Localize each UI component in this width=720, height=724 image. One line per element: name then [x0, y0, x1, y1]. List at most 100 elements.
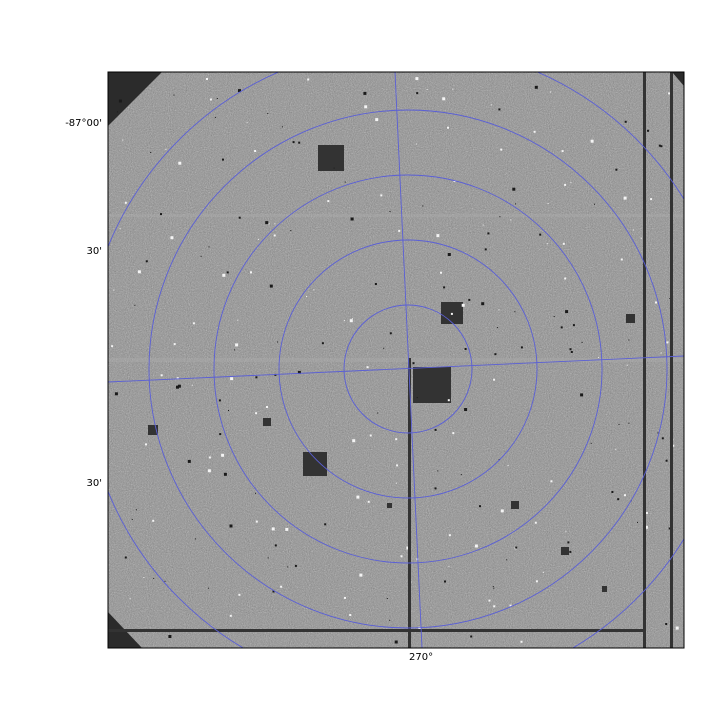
speckle — [569, 550, 572, 553]
speckle — [208, 587, 210, 589]
speckle — [394, 640, 398, 644]
star-mask — [626, 314, 635, 323]
speckle — [484, 248, 487, 251]
speckle — [422, 205, 424, 207]
speckle — [464, 408, 468, 411]
speckle — [624, 494, 626, 497]
speckle — [207, 469, 211, 473]
star-mask — [387, 503, 392, 508]
speckle — [176, 377, 179, 380]
speckle — [553, 316, 555, 317]
speckle — [238, 593, 241, 596]
speckle — [380, 194, 383, 197]
speckle — [494, 353, 497, 356]
speckle — [400, 555, 403, 558]
speckle — [398, 229, 401, 232]
speckle — [447, 399, 450, 402]
speckle — [655, 301, 657, 304]
speckle — [661, 437, 664, 440]
speckle — [134, 304, 136, 306]
speckle — [669, 298, 671, 299]
speckle — [623, 196, 627, 200]
speckle — [389, 619, 391, 621]
speckle — [415, 77, 419, 81]
speckle — [222, 158, 224, 161]
plot-frame — [107, 71, 685, 649]
speckle — [615, 168, 618, 171]
speckle — [415, 143, 417, 145]
speckle — [386, 598, 388, 599]
speckle — [550, 480, 553, 483]
speckle — [366, 366, 369, 369]
speckle — [164, 580, 166, 582]
speckle — [565, 531, 567, 533]
speckle — [246, 122, 248, 124]
speckle — [119, 228, 121, 230]
speckle — [620, 258, 623, 261]
speckle — [452, 432, 455, 435]
speckle — [534, 521, 537, 524]
speckle — [364, 105, 368, 109]
speckle — [350, 217, 354, 221]
bad-column — [670, 72, 673, 648]
speckle — [298, 141, 301, 144]
speckle — [474, 544, 478, 548]
speckle — [229, 614, 232, 617]
speckle — [209, 98, 212, 101]
speckle — [206, 78, 208, 80]
speckle — [520, 640, 523, 643]
speckle — [383, 347, 385, 349]
speckle — [665, 459, 668, 462]
speckle — [396, 464, 399, 467]
speckle — [343, 320, 345, 322]
speckle — [111, 345, 114, 348]
speckle — [124, 556, 127, 559]
speckle — [280, 585, 283, 588]
speckle — [570, 182, 572, 184]
speckle — [349, 319, 353, 323]
speckle — [436, 234, 440, 238]
speckle — [444, 580, 446, 583]
speckle — [493, 378, 496, 381]
speckle — [160, 213, 162, 216]
speckle — [416, 92, 419, 95]
detector-seam — [108, 358, 684, 362]
speckle — [461, 303, 465, 307]
speckle — [645, 512, 648, 514]
speckle — [255, 492, 256, 494]
speckle — [416, 397, 418, 399]
speckle — [482, 224, 484, 226]
speckle — [437, 470, 439, 472]
speckle — [440, 271, 442, 274]
speckle — [114, 392, 118, 396]
speckle — [233, 349, 235, 351]
speckle — [412, 362, 415, 365]
speckle — [672, 444, 675, 447]
speckle — [124, 201, 127, 204]
speckle — [229, 524, 233, 528]
speckle — [367, 500, 370, 503]
speckle — [219, 433, 222, 436]
grid-circle — [148, 109, 668, 629]
speckle — [500, 148, 503, 151]
speckle — [498, 108, 501, 111]
speckle — [542, 571, 544, 573]
speckle — [564, 183, 567, 186]
speckle — [450, 312, 453, 315]
speckle — [145, 260, 148, 263]
grid-circle — [343, 304, 473, 434]
speckle — [493, 605, 496, 608]
speckle — [514, 311, 516, 313]
speckle — [647, 129, 649, 132]
speckle — [374, 283, 377, 285]
speckle — [581, 341, 583, 343]
speckle — [131, 518, 133, 520]
speckle — [434, 428, 437, 431]
speckle — [624, 120, 627, 123]
speckle — [273, 234, 276, 237]
speckle — [512, 187, 516, 191]
speckle — [665, 623, 668, 625]
star-mask — [303, 452, 327, 476]
speckle — [426, 88, 428, 90]
